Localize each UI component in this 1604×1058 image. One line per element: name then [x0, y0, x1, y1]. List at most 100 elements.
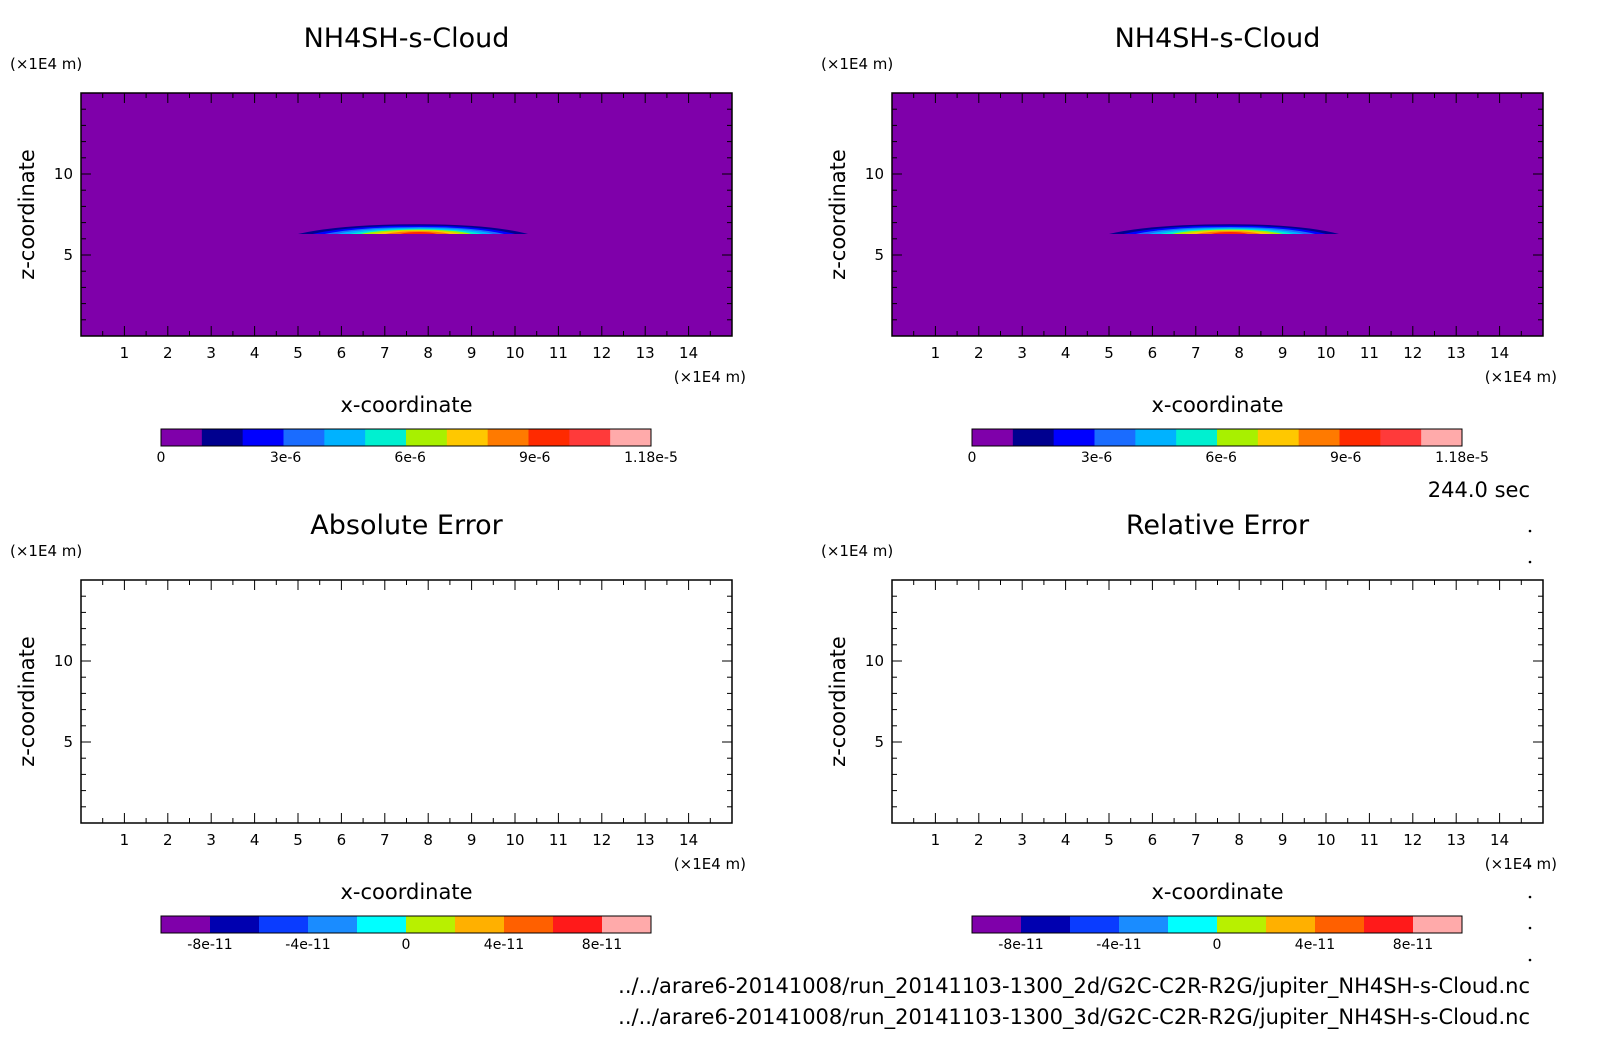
x-tick-label: 7	[380, 344, 390, 362]
colorbar-swatch	[1339, 429, 1381, 446]
x-tick-label: 10	[1316, 831, 1335, 849]
x-tick-label: 5	[1104, 831, 1114, 849]
cloud-field	[1109, 224, 1340, 234]
x-tick-label: 1	[120, 344, 130, 362]
colorbar-swatch	[446, 429, 489, 446]
x-tick-label: 8	[423, 344, 433, 362]
cloud-contour-9	[1211, 231, 1248, 234]
chart-title: NH4SH-s-Cloud	[1115, 23, 1321, 54]
y-tick-label: 5	[874, 733, 884, 751]
colorbar-swatch	[365, 429, 407, 446]
time-label: 244.0 sec	[1428, 478, 1530, 502]
y-axis-label: z-coordinate	[826, 149, 850, 280]
x-axis-label: x-coordinate	[340, 393, 472, 417]
colorbar-tick-label: 6e-6	[1205, 450, 1237, 466]
colorbar-swatch	[1217, 916, 1267, 933]
x-tick-label: 2	[163, 344, 173, 362]
colorbar-swatch	[1119, 916, 1169, 933]
x-tick-label: 13	[1447, 831, 1466, 849]
colorbar-tick-label: -4e-11	[285, 937, 330, 953]
colorbar-swatch	[528, 429, 570, 446]
plot-background	[81, 93, 732, 336]
x-tick-label: 12	[1403, 344, 1422, 362]
colorbar-swatch	[1135, 429, 1177, 446]
y-tick-label: 5	[874, 246, 884, 264]
chart-title: Absolute Error	[310, 510, 503, 541]
colorbar-tick-label: -8e-11	[187, 937, 232, 953]
colorbar-swatch	[1257, 429, 1300, 446]
x-tick-label: 6	[1148, 831, 1158, 849]
colorbar-tick-label: 0	[968, 450, 977, 466]
colorbar: -8e-11 -4e-11 0 4e-11 8e-11	[971, 915, 1463, 953]
colorbar-swatch	[972, 429, 1014, 446]
colorbar-swatch	[504, 916, 554, 933]
colorbar-swatch	[1053, 429, 1095, 446]
colorbar-swatch	[1315, 916, 1365, 933]
x-tick-label: 4	[1061, 344, 1071, 362]
x-tick-label: 11	[549, 831, 568, 849]
colorbar-tick-label: -8e-11	[998, 937, 1043, 953]
colorbar-swatch	[357, 916, 407, 933]
y-unit-label: (×1E4 m)	[10, 542, 82, 560]
colorbar-swatch	[1021, 916, 1071, 933]
x-tick-label: 8	[1234, 831, 1244, 849]
y-tick-label: 10	[54, 652, 73, 670]
x-axis-label: x-coordinate	[340, 880, 472, 904]
y-axis-label: z-coordinate	[15, 149, 39, 280]
x-tick-label: 11	[1360, 344, 1379, 362]
colorbar-swatch	[569, 429, 611, 446]
x-tick-label: 1	[931, 831, 941, 849]
colorbar-tick-label: 8e-11	[582, 937, 622, 953]
x-tick-label: 5	[293, 831, 303, 849]
colorbar-swatch	[406, 429, 448, 446]
x-tick-label: 13	[636, 344, 655, 362]
colorbar-swatch	[972, 916, 1022, 933]
x-tick-label: 14	[1490, 344, 1509, 362]
colorbar-swatch	[553, 916, 603, 933]
colorbar-swatch	[610, 429, 652, 446]
y-tick-label: 10	[865, 165, 884, 183]
colorbar-swatch	[406, 916, 456, 933]
colorbar-tick-label: 9e-6	[1330, 450, 1362, 466]
y-tick-label: 5	[63, 733, 73, 751]
x-tick-label: 6	[1148, 344, 1158, 362]
cloud-field	[298, 224, 529, 234]
colorbar-swatch	[487, 429, 529, 446]
colorbar-tick-label: 4e-11	[484, 937, 524, 953]
colorbar-swatch	[1298, 429, 1340, 446]
colorbar-tick-label: 8e-11	[1393, 937, 1433, 953]
x-tick-label: 3	[1017, 831, 1027, 849]
x-axis-label: x-coordinate	[1151, 393, 1283, 417]
colorbar-frame	[160, 915, 652, 934]
colorbar-swatch	[455, 916, 505, 933]
colorbar: 0 3e-6 6e-6 9e-6 1.18e-5	[968, 428, 1489, 466]
colorbar-swatch	[1217, 429, 1259, 446]
x-tick-label: 3	[206, 344, 216, 362]
colorbar-tick-label: 1.18e-5	[1435, 450, 1489, 466]
x-tick-label: 4	[250, 831, 260, 849]
colorbar-swatch	[1266, 916, 1316, 933]
colorbar-tick-label: -4e-11	[1096, 937, 1141, 953]
x-tick-label: 11	[1360, 831, 1379, 849]
colorbar-swatch	[242, 429, 284, 446]
colorbar-frame	[971, 428, 1463, 447]
y-unit-label: (×1E4 m)	[821, 55, 893, 73]
x-tick-label: 11	[549, 344, 568, 362]
x-tick-label: 2	[974, 831, 984, 849]
x-tick-label: 7	[1191, 344, 1201, 362]
x-tick-label: 4	[250, 344, 260, 362]
colorbar-swatch	[161, 916, 211, 933]
colorbar-swatch	[1012, 429, 1055, 446]
x-tick-label: 1	[931, 344, 941, 362]
x-tick-label: 6	[337, 344, 347, 362]
colorbar-swatch	[259, 916, 309, 933]
x-unit-label: (×1E4 m)	[674, 855, 746, 873]
colorbar-tick-label: 6e-6	[394, 450, 426, 466]
plot-background	[892, 93, 1543, 336]
y-tick-label: 5	[63, 246, 73, 264]
colorbar-frame	[971, 915, 1463, 934]
x-tick-label: 14	[679, 344, 698, 362]
colorbar-swatch	[308, 916, 358, 933]
x-tick-label: 7	[380, 831, 390, 849]
